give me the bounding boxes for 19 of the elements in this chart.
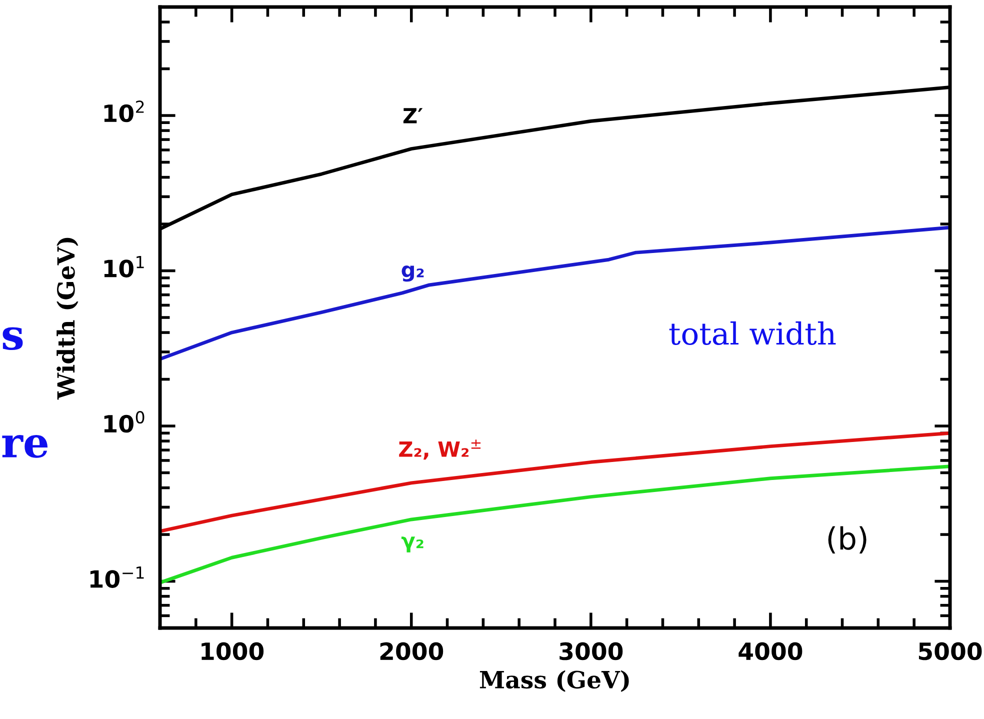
y-tick-label: 10$^{1}$ (104, 256, 144, 278)
y-tick-label: 10$^{0}$ (104, 411, 144, 433)
annotation: Z′ (403, 108, 423, 124)
annotation: (b) (828, 526, 866, 554)
annotation: Z₂, W₂$^{±}$ (399, 440, 481, 460)
text: re (2, 435, 48, 458)
x-tick-label: 4000 (738, 642, 802, 660)
annotation: total width (669, 321, 836, 345)
x-tick-label: 1000 (202, 642, 264, 660)
x-tick-label: 3000 (560, 642, 623, 660)
text: s (2, 327, 23, 350)
y-tick-label: 10$^{2}$ (104, 100, 144, 122)
y-tick-label: 10$^{−1}$ (90, 566, 144, 588)
x-axis-title: Mass (GeV) (480, 670, 629, 692)
y-axis-title: Width (GeV) (56, 238, 78, 400)
x-tick-label: 2000 (380, 642, 444, 660)
x-tick-label: 5000 (918, 642, 982, 660)
annotation: g₂ (402, 265, 424, 282)
annotation: γ₂ (401, 536, 424, 552)
